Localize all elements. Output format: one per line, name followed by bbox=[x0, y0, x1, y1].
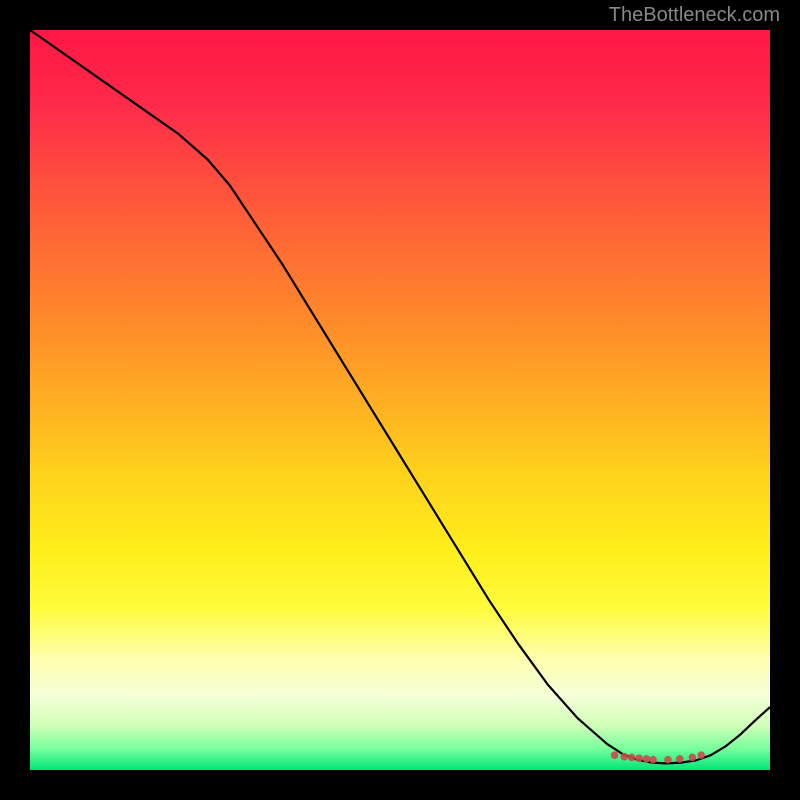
curve-marker bbox=[611, 751, 619, 759]
curve-marker bbox=[635, 754, 643, 762]
curve-marker bbox=[676, 755, 684, 763]
curve-marker bbox=[643, 755, 651, 763]
bottleneck-chart bbox=[30, 30, 770, 770]
curve-marker bbox=[664, 756, 672, 764]
curve-marker bbox=[649, 756, 657, 764]
chart-background bbox=[30, 30, 770, 770]
curve-marker bbox=[689, 754, 697, 762]
curve-marker bbox=[628, 754, 636, 762]
chart-svg bbox=[30, 30, 770, 770]
watermark-text: TheBottleneck.com bbox=[609, 4, 780, 27]
curve-marker bbox=[697, 751, 705, 759]
curve-marker bbox=[620, 753, 628, 761]
